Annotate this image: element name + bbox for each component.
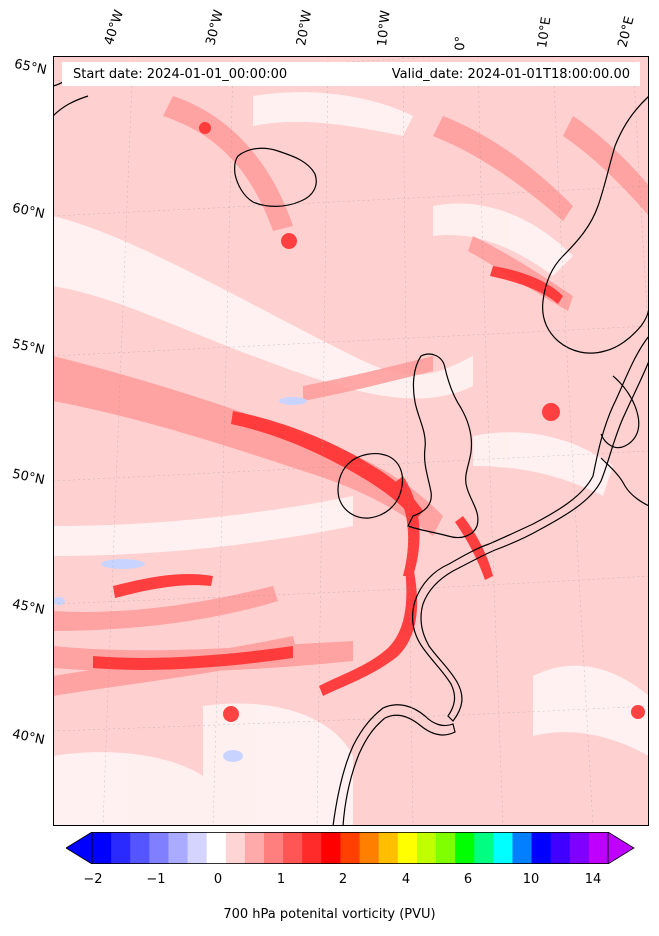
colorbar-cell <box>149 832 169 864</box>
negative-pv-patches <box>53 397 307 762</box>
colorbar-cell <box>206 832 227 864</box>
pv-contour-field <box>53 56 649 826</box>
colorbar-tick: 2 <box>338 872 348 887</box>
lat-label-55n: 55°N <box>10 336 46 359</box>
colorbar-cell <box>531 832 552 864</box>
colorbar-cell <box>187 832 208 864</box>
colorbar-cell <box>130 832 150 864</box>
europe-coast <box>412 335 649 722</box>
colorbar-cell <box>512 832 533 864</box>
colorbar-tick: −1 <box>146 872 166 887</box>
lon-label-10e: 10°E <box>535 15 555 49</box>
colorbar-cell <box>283 832 303 864</box>
colorbar-cell <box>264 832 284 864</box>
colorbar-tick: −2 <box>83 872 103 887</box>
lat-label-45n: 45°N <box>10 596 46 619</box>
iberia-africa-coast <box>332 704 456 826</box>
colorbar-cell <box>321 832 341 864</box>
colorbar-cell <box>244 832 265 864</box>
ireland-coast <box>337 453 404 519</box>
colorbar-label: 700 hPa potenital vorticity (PVU) <box>223 907 436 922</box>
colorbar-cell <box>416 832 437 864</box>
colorbar-cell <box>397 832 418 864</box>
high-pv-ridges <box>93 122 645 722</box>
lat-label-40n: 40°N <box>10 726 46 749</box>
valid-date-label: Valid_date: 2024-01-01T18:00:00.00 <box>391 67 630 82</box>
lat-label-65n: 65°N <box>12 56 48 79</box>
coastlines <box>53 73 649 826</box>
colorbar-cell <box>340 832 361 864</box>
colorbar-cell <box>378 832 399 864</box>
lat-label-60n: 60°N <box>10 200 46 223</box>
lon-label-20w: 20°W <box>294 9 316 48</box>
colorbar <box>66 832 635 864</box>
map-title-bar: Start date: 2024-01-01_00:00:00 Valid_da… <box>62 62 640 86</box>
start-date-label: Start date: 2024-01-01_00:00:00 <box>73 67 288 82</box>
colorbar-tick: 1 <box>276 872 286 887</box>
colorbar-cell <box>455 832 475 864</box>
colorbar-extend-high <box>607 832 635 864</box>
scandinavia-coast <box>542 95 649 354</box>
pv-map <box>53 56 649 826</box>
lon-label-20e: 20°E <box>615 15 638 49</box>
map-border <box>53 56 649 826</box>
colorbar-tick: 0 <box>213 872 223 887</box>
colorbar-tick: 6 <box>463 872 473 887</box>
lon-label-10w: 10°W <box>375 9 394 48</box>
colorbar-cell <box>493 832 513 864</box>
colorbar-cell <box>302 832 322 864</box>
lon-label-30w: 30°W <box>203 8 227 47</box>
low-pv-areas <box>53 92 649 826</box>
colorbar-tick: 10 <box>522 872 540 887</box>
lon-label-40w: 40°W <box>101 8 128 47</box>
colorbar-cell <box>588 832 609 864</box>
iceland-coast <box>234 147 317 207</box>
colorbar-cell <box>168 832 189 864</box>
colorbar-tick: 14 <box>584 872 602 887</box>
colorbar-border <box>91 832 609 864</box>
colorbar-cell <box>111 832 131 864</box>
lat-label-50n: 50°N <box>10 466 46 489</box>
colorbar-extend-low <box>66 832 93 864</box>
colorbar-cell <box>92 832 112 864</box>
colorbar-cell <box>474 832 494 864</box>
colorbar-cell <box>436 832 456 864</box>
graticule <box>53 56 649 826</box>
colorbar-tick: 4 <box>401 872 411 887</box>
lon-label-0: 0° <box>453 35 469 51</box>
colorbar-cell <box>225 832 246 864</box>
colorbar-cell <box>550 832 571 864</box>
great-britain-coast <box>407 353 479 539</box>
colorbar-cell <box>359 832 380 864</box>
colorbar-cell <box>569 832 590 864</box>
